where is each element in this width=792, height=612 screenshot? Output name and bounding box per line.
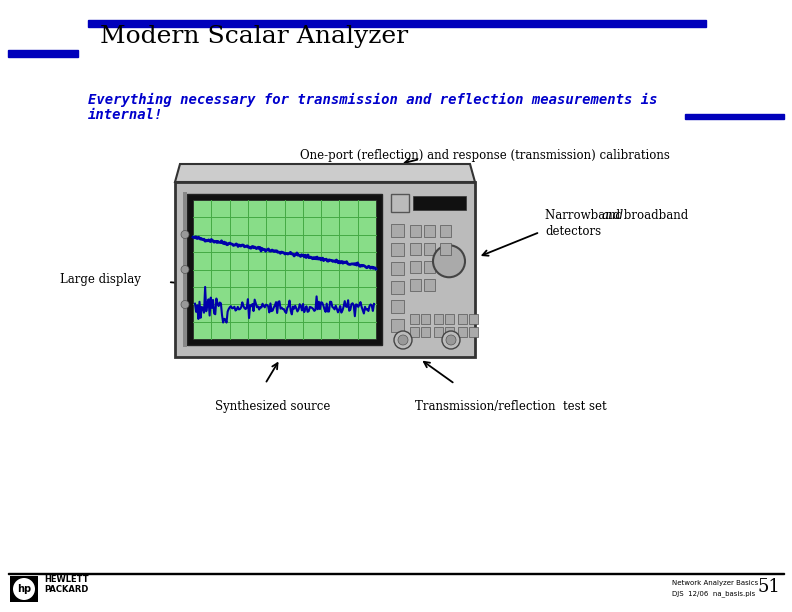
Circle shape <box>442 331 460 349</box>
Text: and: and <box>602 209 624 222</box>
Bar <box>424 243 435 255</box>
Bar <box>391 262 404 275</box>
Text: One-port (reflection) and response (transmission) calibrations: One-port (reflection) and response (tran… <box>300 149 670 162</box>
Circle shape <box>433 245 465 277</box>
Text: internal!: internal! <box>88 108 163 122</box>
Bar <box>424 225 435 237</box>
Circle shape <box>446 335 456 345</box>
Text: Transmission/reflection  test set: Transmission/reflection test set <box>415 400 607 413</box>
Bar <box>421 314 430 324</box>
Bar <box>410 225 421 237</box>
Bar <box>187 194 382 345</box>
Polygon shape <box>175 164 475 182</box>
Text: broadband: broadband <box>620 209 688 222</box>
Bar <box>424 279 435 291</box>
Text: 51: 51 <box>758 578 780 596</box>
Text: DJS  12/06  na_basis.pis: DJS 12/06 na_basis.pis <box>672 590 756 597</box>
Bar <box>391 194 409 212</box>
Bar <box>410 243 421 255</box>
Circle shape <box>181 300 189 308</box>
Text: hp: hp <box>17 584 31 594</box>
Bar <box>193 200 376 339</box>
Bar <box>391 300 404 313</box>
Bar <box>434 314 443 324</box>
Bar <box>88 20 706 27</box>
Bar <box>175 182 475 357</box>
Bar <box>469 327 478 337</box>
Circle shape <box>394 331 412 349</box>
Text: PACKARD: PACKARD <box>44 585 89 594</box>
Text: Modern Scalar Analyzer: Modern Scalar Analyzer <box>100 26 408 48</box>
Circle shape <box>398 335 408 345</box>
Bar <box>685 114 784 119</box>
Bar <box>445 327 454 337</box>
Bar <box>410 327 419 337</box>
Bar <box>421 327 430 337</box>
Circle shape <box>181 231 189 239</box>
Bar <box>391 319 404 332</box>
Text: Everything necessary for transmission and reflection measurements is: Everything necessary for transmission an… <box>88 93 657 107</box>
Bar <box>183 192 187 347</box>
Bar <box>434 327 443 337</box>
Bar <box>424 261 435 273</box>
Bar <box>469 314 478 324</box>
Bar <box>410 314 419 324</box>
Bar <box>391 224 404 237</box>
Text: Large display: Large display <box>60 272 141 286</box>
Text: HEWLETT: HEWLETT <box>44 575 89 584</box>
Text: Synthesized source: Synthesized source <box>215 400 330 413</box>
Circle shape <box>13 578 35 600</box>
Circle shape <box>181 266 189 274</box>
Bar <box>10 576 38 602</box>
Bar <box>440 243 451 255</box>
Bar <box>410 261 421 273</box>
Bar <box>391 281 404 294</box>
Bar <box>413 196 466 210</box>
Text: Network Analyzer Basics: Network Analyzer Basics <box>672 580 758 586</box>
Bar <box>458 314 467 324</box>
Bar <box>458 327 467 337</box>
Text: detectors: detectors <box>545 225 601 238</box>
Bar <box>445 314 454 324</box>
Bar <box>8 50 78 57</box>
Text: Narrowband: Narrowband <box>545 209 624 222</box>
Bar <box>440 225 451 237</box>
Bar <box>410 279 421 291</box>
Bar <box>391 243 404 256</box>
Bar <box>8 572 784 574</box>
